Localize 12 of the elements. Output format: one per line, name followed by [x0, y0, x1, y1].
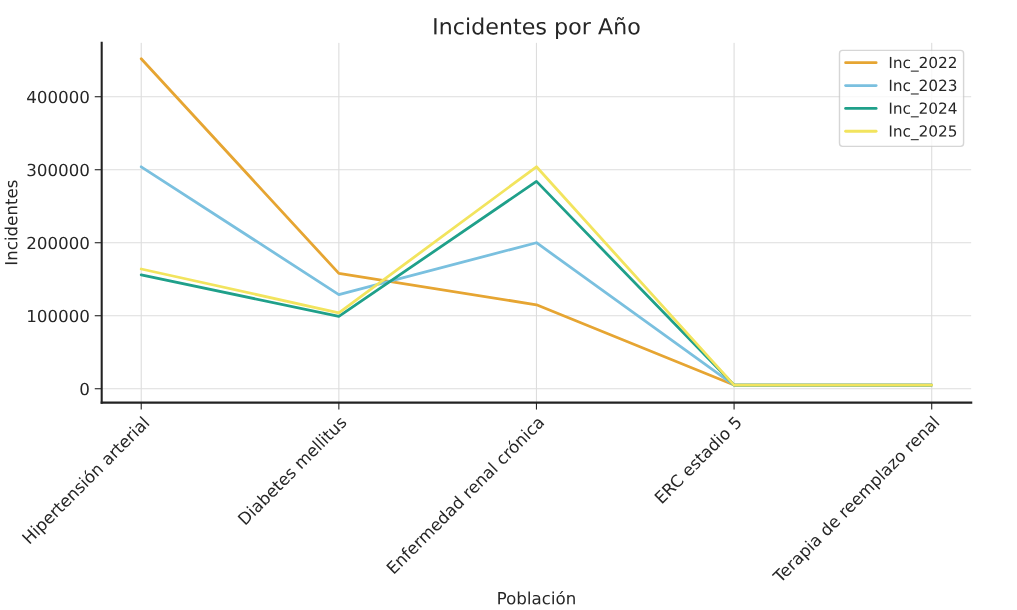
x-axis-title: Población	[498, 590, 575, 605]
y-tick-label: 300000	[27, 163, 89, 177]
y-tick-label: 0	[80, 382, 89, 396]
legend-label: Inc_2025	[889, 125, 957, 141]
legend-label: Inc_2023	[889, 79, 957, 95]
legend-label: Inc_2024	[889, 102, 957, 118]
y-tick-label: 400000	[27, 90, 89, 104]
y-tick-label: 200000	[27, 236, 89, 250]
y-tick-label: 100000	[28, 309, 89, 323]
chart-title: Incidentes por Año	[434, 17, 640, 39]
y-axis-title: Incidentes	[4, 180, 18, 265]
legend-label: Inc_2022	[889, 56, 956, 72]
